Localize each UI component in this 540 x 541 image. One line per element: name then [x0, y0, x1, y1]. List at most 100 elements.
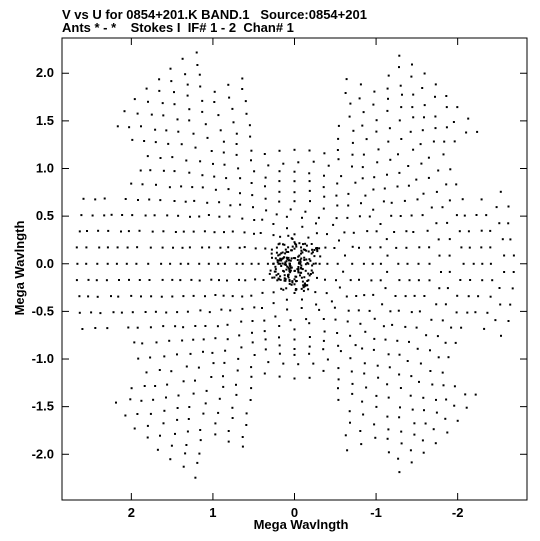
uv-point	[194, 146, 197, 149]
uv-point	[396, 185, 399, 188]
uv-point	[188, 119, 191, 122]
uv-point	[417, 262, 420, 265]
uv-point	[128, 278, 130, 281]
uv-point	[311, 271, 314, 274]
uv-point	[336, 182, 339, 185]
uv-point	[125, 262, 128, 265]
x-axis-ticks: 2 1 0 -1 -2	[128, 38, 463, 520]
uv-point	[149, 356, 152, 359]
uv-point	[300, 252, 302, 255]
uv-point	[274, 257, 277, 260]
uv-point	[373, 423, 376, 426]
uv-point	[263, 330, 266, 333]
uv-point	[308, 258, 311, 261]
uv-point	[282, 243, 284, 246]
uv-point	[231, 417, 234, 419]
uv-point	[127, 230, 130, 233]
uv-point	[218, 279, 220, 282]
uv-point	[423, 72, 426, 75]
uv-point	[250, 149, 253, 152]
uv-point	[166, 214, 169, 217]
uv-point	[299, 259, 302, 262]
uv-point	[313, 249, 316, 251]
uv-point	[251, 320, 254, 322]
uv-point	[300, 271, 303, 274]
uv-point	[154, 141, 157, 144]
uv-point	[267, 164, 270, 167]
uv-point	[398, 353, 401, 356]
uv-point	[90, 311, 93, 314]
uv-point	[347, 309, 350, 312]
uv-point	[507, 205, 510, 208]
uv-point	[241, 262, 244, 265]
uv-point	[376, 161, 379, 164]
uv-point	[435, 411, 438, 414]
uv-point	[336, 332, 339, 334]
uv-point	[310, 269, 313, 272]
uv-point	[212, 162, 214, 165]
uv-point	[387, 353, 390, 356]
uv-point	[129, 398, 132, 401]
uv-point	[416, 347, 419, 350]
uv-point	[307, 279, 310, 282]
uv-point	[435, 190, 438, 193]
uv-point	[238, 278, 240, 281]
uv-point	[398, 119, 401, 122]
uv-point	[283, 274, 286, 277]
uv-point	[131, 138, 134, 141]
uv-point	[410, 461, 413, 464]
uv-point	[455, 311, 458, 314]
uv-point	[227, 188, 230, 191]
uv-point	[141, 183, 144, 186]
uv-point	[293, 148, 296, 151]
uv-point	[198, 279, 201, 282]
uv-point	[189, 215, 191, 218]
uv-point	[450, 326, 453, 329]
uv-point	[318, 308, 321, 311]
uv-point	[278, 242, 281, 245]
uv-point	[192, 230, 195, 233]
uv-point	[372, 293, 375, 296]
uv-point	[366, 230, 369, 233]
uv-point	[245, 424, 248, 426]
uv-point	[279, 262, 282, 265]
uv-point	[435, 398, 437, 401]
uv-point	[411, 106, 414, 109]
uv-point	[454, 341, 457, 344]
uv-point	[177, 130, 180, 133]
uv-point	[243, 231, 246, 234]
uv-point	[423, 116, 425, 119]
uv-point	[254, 247, 257, 250]
uv-point	[278, 344, 281, 347]
uv-point	[208, 311, 211, 314]
uv-point	[362, 111, 365, 114]
uv-point	[349, 102, 352, 105]
uv-point	[466, 311, 469, 314]
uv-point	[110, 295, 112, 298]
uv-point	[263, 319, 266, 322]
uv-point	[283, 243, 286, 246]
uv-point	[128, 126, 131, 129]
uv-point	[430, 206, 433, 209]
uv-point	[323, 174, 325, 177]
uv-point	[369, 246, 372, 249]
uv-point	[375, 405, 378, 408]
uv-point	[465, 406, 468, 409]
uv-point	[398, 66, 400, 69]
uv-point	[416, 198, 419, 201]
uv-point	[158, 78, 161, 81]
uv-point	[106, 327, 109, 330]
uv-point	[374, 436, 377, 439]
uv-point	[441, 371, 444, 374]
uv-point	[226, 279, 228, 282]
uv-point	[428, 246, 431, 249]
uv-point	[151, 230, 154, 233]
uv-point	[210, 376, 213, 378]
uv-point	[373, 317, 376, 320]
uv-point	[76, 262, 79, 265]
uv-point	[361, 347, 364, 350]
uv-point	[387, 97, 389, 100]
uv-point	[264, 185, 266, 188]
uv-point	[261, 218, 264, 221]
uv-point	[118, 279, 120, 281]
